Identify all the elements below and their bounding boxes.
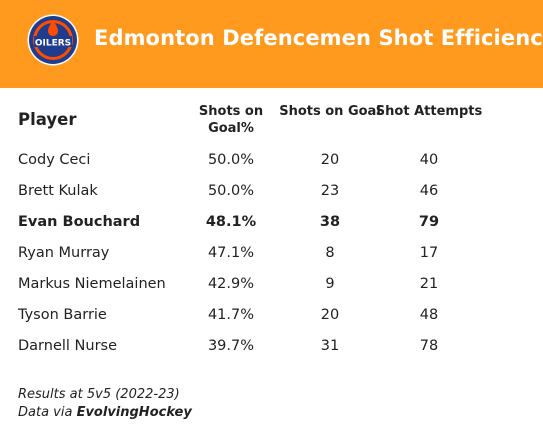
logo-text: OILERS	[35, 39, 71, 49]
column-header-sog: Shots on Goal	[279, 104, 381, 119]
cell-player: Brett Kulak	[18, 183, 98, 199]
table-row: Markus Niemelainen 42.9% 9 21	[0, 276, 543, 298]
cell-attempts: 79	[418, 214, 440, 230]
table-row: Evan Bouchard 48.1% 38 79	[0, 214, 543, 236]
cell-attempts: 40	[419, 152, 439, 168]
footer-source-note: Data via EvolvingHockey	[18, 404, 192, 422]
cell-sog: 20	[320, 307, 340, 323]
title-banner: OILERS Edmonton Defencemen Shot Efficien…	[0, 0, 543, 88]
cell-sog-pct: 42.9%	[207, 276, 255, 292]
cell-sog-pct: 39.7%	[207, 338, 255, 354]
cell-attempts: 46	[419, 183, 439, 199]
cell-sog: 20	[320, 152, 340, 168]
table-row: Brett Kulak 50.0% 23 46	[0, 183, 543, 205]
cell-player: Ryan Murray	[18, 245, 110, 261]
cell-attempts: 78	[419, 338, 439, 354]
column-header-sog-pct: Shots on Goal%	[198, 104, 264, 136]
footer-source-name: EvolvingHockey	[76, 405, 192, 420]
cell-player: Evan Bouchard	[18, 214, 141, 230]
cell-attempts: 17	[419, 245, 439, 261]
cell-sog: 38	[319, 214, 341, 230]
table-row: Tyson Barrie 41.7% 20 48	[0, 307, 543, 329]
cell-sog-pct: 47.1%	[207, 245, 255, 261]
cell-attempts: 48	[419, 307, 439, 323]
table-row: Darnell Nurse 39.7% 31 78	[0, 338, 543, 360]
footer-results-note: Results at 5v5 (2022-23)	[18, 387, 180, 402]
cell-sog-pct: 41.7%	[207, 307, 255, 323]
cell-sog: 31	[320, 338, 340, 354]
cell-sog: 8	[325, 245, 335, 261]
cell-sog-pct: 48.1%	[205, 214, 257, 230]
cell-attempts: 21	[419, 276, 439, 292]
cell-player: Markus Niemelainen	[18, 276, 166, 292]
footer-notes: Results at 5v5 (2022-23) Data via Evolvi…	[18, 386, 192, 422]
footer-source-prefix: Data via	[18, 405, 77, 420]
column-header-attempts: Shot Attempts	[375, 104, 483, 119]
oilers-logo-icon: OILERS	[27, 14, 79, 66]
cell-player: Darnell Nurse	[18, 338, 118, 354]
column-header-player: Player	[18, 110, 77, 129]
cell-sog: 23	[320, 183, 340, 199]
cell-sog-pct: 50.0%	[207, 183, 255, 199]
cell-player: Tyson Barrie	[18, 307, 107, 323]
page-title: Edmonton Defencemen Shot Efficiency	[94, 26, 543, 50]
cell-sog-pct: 50.0%	[207, 152, 255, 168]
cell-sog: 9	[325, 276, 335, 292]
cell-player: Cody Ceci	[18, 152, 91, 168]
table-row: Cody Ceci 50.0% 20 40	[0, 152, 543, 174]
table-row: Ryan Murray 47.1% 8 17	[0, 245, 543, 267]
